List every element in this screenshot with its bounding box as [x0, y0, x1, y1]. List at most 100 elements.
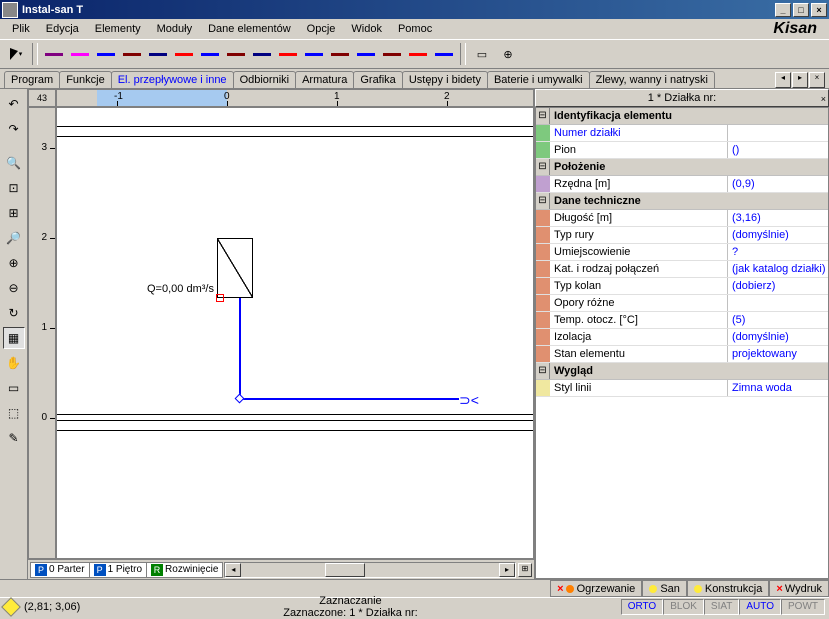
group-expand-icon[interactable]: ⊟	[536, 159, 550, 175]
group-expand-icon[interactable]: ⊟	[536, 108, 550, 124]
tab-8[interactable]: Zlewy, wanny i natryski	[589, 71, 715, 88]
flow-label: Q=0,00 dm³/s	[147, 283, 214, 295]
minimize-button[interactable]: _	[775, 3, 791, 17]
menu-moduły[interactable]: Moduły	[149, 21, 200, 37]
status-cell-siat[interactable]: SIAT	[704, 599, 739, 615]
status-cell-orto[interactable]: ORTO	[621, 599, 664, 615]
menu-dane elementów[interactable]: Dane elementów	[200, 21, 299, 37]
pipe-style-5[interactable]	[172, 42, 196, 66]
menu-opcje[interactable]: Opcje	[299, 21, 344, 37]
group-expand-icon[interactable]: ⊟	[536, 193, 550, 209]
property-row[interactable]: Umiejscowienie?	[536, 244, 828, 261]
maximize-button[interactable]: □	[793, 3, 809, 17]
status-cell-powt[interactable]: POWT	[781, 599, 825, 615]
property-row[interactable]: Długość [m](3,16)	[536, 210, 828, 227]
pipe-style-12[interactable]	[354, 42, 378, 66]
grid-tool[interactable]: ▦	[3, 327, 25, 349]
properties-title: 1 * Działka nr: ×	[535, 89, 829, 107]
view-tab-2[interactable]: Konstrukcja	[687, 580, 769, 597]
zoom-extents-tool[interactable]: ⊞	[3, 202, 25, 224]
pipe-style-14[interactable]	[406, 42, 430, 66]
select-tool[interactable]: ⬚	[3, 402, 25, 424]
app-icon	[2, 2, 18, 18]
tab-6[interactable]: Ustępy i bidety	[402, 71, 488, 88]
coords-display: (2,81; 3,06)	[24, 601, 80, 613]
tool-extra-2[interactable]: ⊕	[496, 42, 520, 66]
pipe-style-0[interactable]	[42, 42, 66, 66]
sheet-tab-2[interactable]: RRozwinięcie	[146, 562, 223, 578]
tool-extra-1[interactable]: ▭	[470, 42, 494, 66]
scroll-thumb[interactable]	[325, 563, 365, 577]
sheet-tab-0[interactable]: P0 Parter	[30, 562, 90, 578]
select-rect-tool[interactable]: ▭	[3, 377, 25, 399]
menu-plik[interactable]: Plik	[4, 21, 38, 37]
status-cell-blok[interactable]: BLOK	[663, 599, 704, 615]
menu-edycja[interactable]: Edycja	[38, 21, 87, 37]
properties-close-icon[interactable]: ×	[821, 91, 826, 107]
refresh-tool[interactable]: ↻	[3, 302, 25, 324]
pipe-style-8[interactable]	[250, 42, 274, 66]
horizontal-ruler: -10123	[56, 89, 534, 107]
splitter-icon[interactable]: ⊞	[518, 563, 532, 577]
pipe-style-15[interactable]	[432, 42, 456, 66]
status-message: Zaznaczanie Zaznaczone: 1 * Działka nr:	[80, 595, 620, 619]
zoom-all-tool[interactable]: ⊕	[3, 252, 25, 274]
tab-scroll-right[interactable]: ▸	[792, 72, 808, 88]
sheet-tab-1[interactable]: P1 Piętro	[89, 562, 147, 578]
main-toolbar: ▾ ▭ ⊕	[0, 39, 829, 69]
property-row[interactable]: Typ rury(domyślnie)	[536, 227, 828, 244]
tab-3[interactable]: Odbiorniki	[233, 71, 297, 88]
pipe-style-10[interactable]	[302, 42, 326, 66]
property-row[interactable]: Pion()	[536, 142, 828, 159]
group-expand-icon[interactable]: ⊟	[536, 363, 550, 379]
pipe-style-4[interactable]	[146, 42, 170, 66]
pipe-style-13[interactable]	[380, 42, 404, 66]
status-cell-auto[interactable]: AUTO	[739, 599, 781, 615]
view-tab-1[interactable]: San	[642, 580, 687, 597]
zoom-out-tool[interactable]: 🔎	[3, 227, 25, 249]
property-row[interactable]: Kat. i rodzaj połączeń(jak katalog dział…	[536, 261, 828, 278]
property-row[interactable]: Opory różne	[536, 295, 828, 312]
tab-5[interactable]: Grafika	[353, 71, 402, 88]
close-button[interactable]: ×	[811, 3, 827, 17]
pencil-tool[interactable]: ✎	[3, 427, 25, 449]
redo-tool[interactable]: ↷	[3, 118, 25, 140]
menu-widok[interactable]: Widok	[343, 21, 390, 37]
pipe-style-7[interactable]	[224, 42, 248, 66]
pipe-style-3[interactable]	[120, 42, 144, 66]
tab-4[interactable]: Armatura	[295, 71, 354, 88]
cursor-tool[interactable]: ▾	[4, 42, 28, 66]
menu-elementy[interactable]: Elementy	[87, 21, 149, 37]
tab-7[interactable]: Baterie i umywalki	[487, 71, 590, 88]
pipe-style-1[interactable]	[68, 42, 92, 66]
scroll-right-arrow[interactable]: ▸	[499, 563, 515, 577]
pipe-style-11[interactable]	[328, 42, 352, 66]
scroll-left-arrow[interactable]: ◂	[225, 563, 241, 577]
zoom-previous-tool[interactable]: ⊖	[3, 277, 25, 299]
menu-pomoc[interactable]: Pomoc	[390, 21, 440, 37]
tab-scroll-left[interactable]: ◂	[775, 72, 791, 88]
vertical-ruler: 3210	[28, 107, 56, 559]
tab-0[interactable]: Program	[4, 71, 60, 88]
property-row[interactable]: Typ kolan(dobierz)	[536, 278, 828, 295]
tab-1[interactable]: Funkcje	[59, 71, 112, 88]
pan-tool[interactable]: ✋	[3, 352, 25, 374]
tab-2[interactable]: El. przepływowe i inne	[111, 71, 234, 88]
property-row[interactable]: Stan elementuprojektowany	[536, 346, 828, 363]
property-row[interactable]: Rzędna [m](0,9)	[536, 176, 828, 193]
horizontal-scrollbar[interactable]: ◂ ▸	[224, 562, 516, 578]
group-title: Położenie	[550, 159, 828, 175]
property-row[interactable]: Styl liniiZimna woda	[536, 380, 828, 397]
tab-close[interactable]: ×	[809, 72, 825, 88]
property-row[interactable]: Izolacja(domyślnie)	[536, 329, 828, 346]
zoom-in-tool[interactable]: 🔍	[3, 152, 25, 174]
pipe-style-6[interactable]	[198, 42, 222, 66]
pipe-style-9[interactable]	[276, 42, 300, 66]
view-tab-3[interactable]: ×Wydruk	[769, 580, 829, 597]
zoom-window-tool[interactable]: ⊡	[3, 177, 25, 199]
pipe-style-2[interactable]	[94, 42, 118, 66]
property-row[interactable]: Temp. otocz. [°C](5)	[536, 312, 828, 329]
property-row[interactable]: Numer działki	[536, 125, 828, 142]
drawing-canvas[interactable]: Q=0,00 dm³/s ⊃<	[56, 107, 534, 559]
undo-tool[interactable]: ↶	[3, 93, 25, 115]
